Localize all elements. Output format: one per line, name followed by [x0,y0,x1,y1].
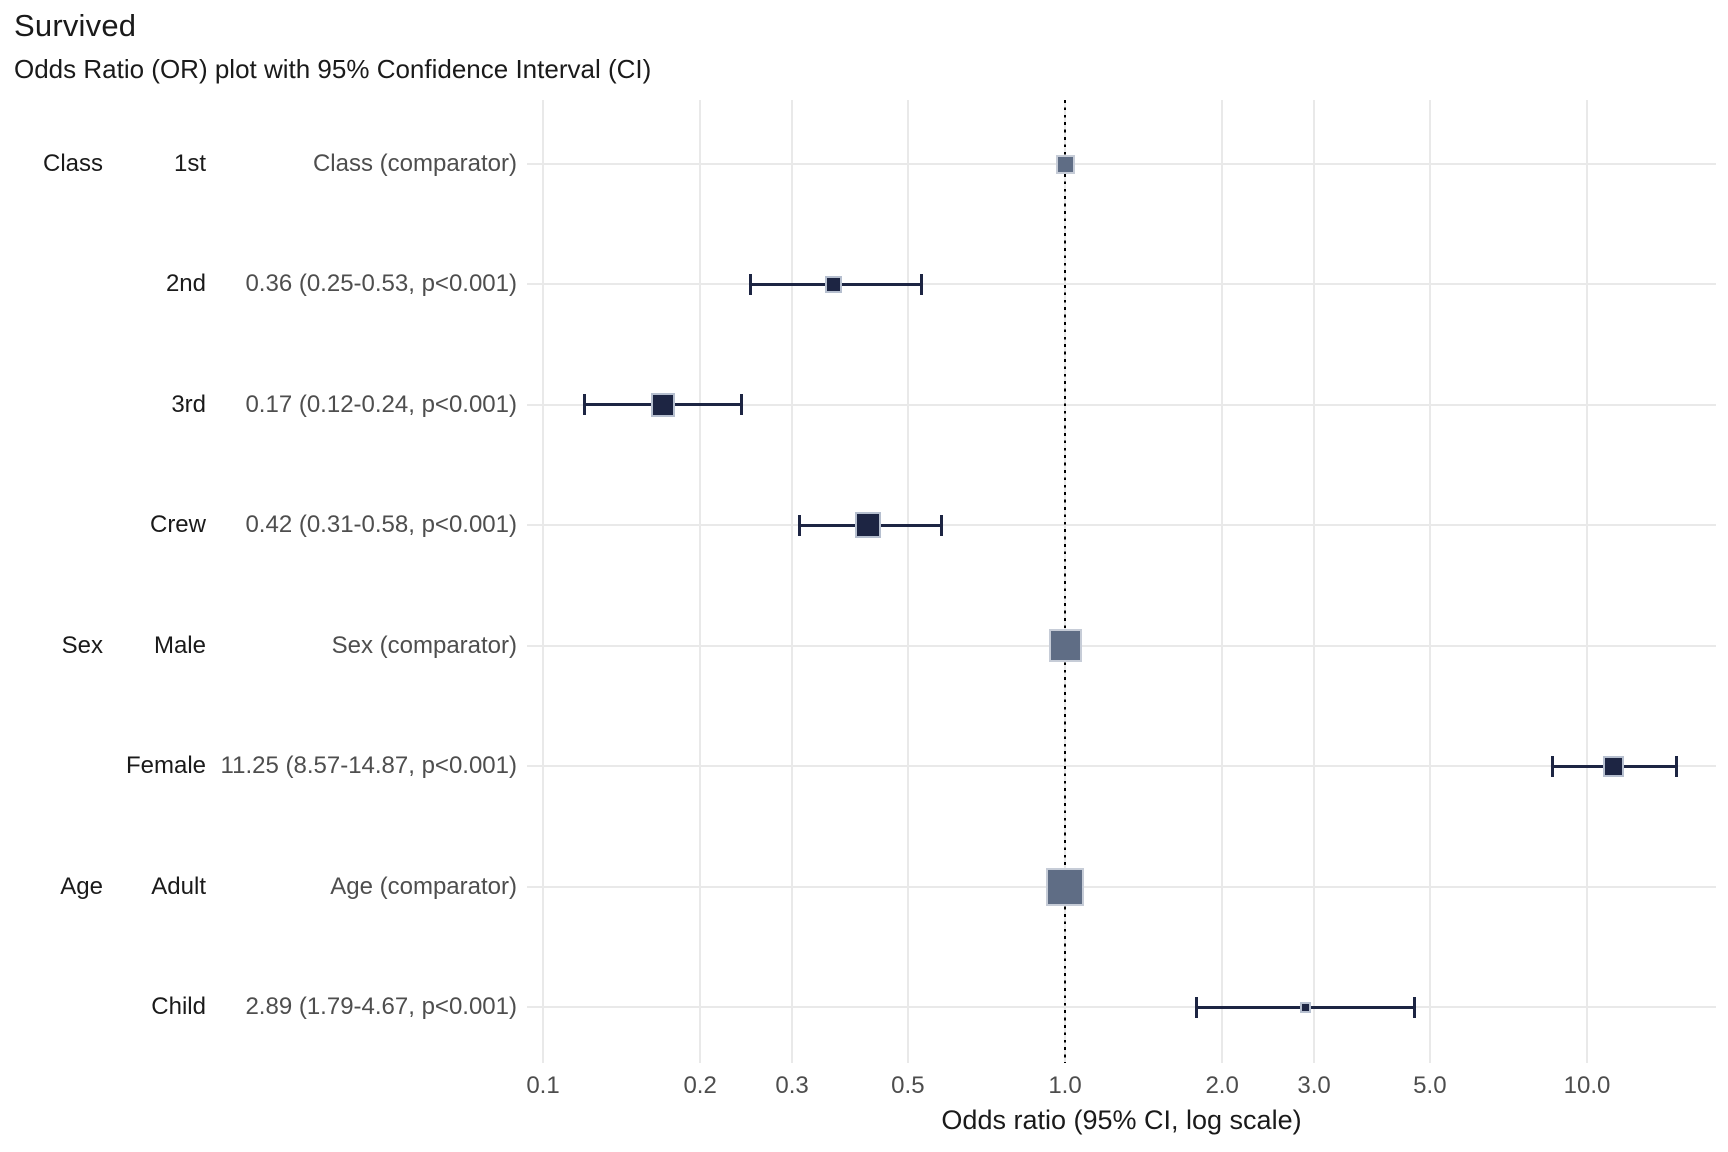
ci-cap-high [739,394,743,416]
gridline-row [527,644,1716,647]
reference-line [1063,100,1067,1063]
ci-cap-low [1550,755,1554,777]
ci-cap-high [919,273,923,295]
or-marker [824,275,842,293]
ci-cap-low [1195,996,1199,1018]
or-marker [1603,755,1625,777]
gridline-row [527,283,1716,286]
plot-title: Survived [14,8,137,43]
ci-cap-low [749,273,753,295]
row-group-label: Age [60,872,103,900]
row-level-label: Female [125,752,206,780]
or-marker [1300,1001,1312,1013]
row-level-label: Child [151,993,206,1020]
ci-cap-high [1675,755,1679,777]
or-marker [651,392,676,417]
gridline-x-0.1 [542,100,544,1063]
or-marker [855,512,882,539]
gridline-x-0.2 [699,100,702,1063]
plot-subtitle: Odds Ratio (OR) plot with 95% Confidence… [14,54,652,84]
gridline-x-3.0 [1313,100,1316,1063]
row-estimate-label: 0.17 (0.12-0.24, p<0.001) [245,390,517,418]
gridline-x-2.0 [1221,100,1224,1063]
gridline-row [527,885,1716,888]
x-axis-title: Odds ratio (95% CI, log scale) [941,1105,1302,1135]
row-estimate-label: 11.25 (8.57-14.87, p<0.001) [220,752,517,780]
row-estimate-label: Age (comparator) [330,872,517,900]
row-group-label: Class [42,150,103,177]
x-tick-label: 10.0 [1563,1072,1611,1099]
gridline-row [527,163,1716,165]
gridline-x-10.0 [1586,100,1588,1063]
ci-cap-low [582,394,586,416]
row-level-label: Adult [151,872,206,900]
gridline-x-0.3 [791,100,794,1063]
comparator-marker [1046,867,1084,906]
x-tick-label: 1.0 [1048,1072,1082,1099]
row-level-label: 3rd [171,390,206,418]
ci-cap-high [940,514,943,536]
x-tick-label: 3.0 [1297,1072,1331,1099]
row-estimate-label: Sex (comparator) [331,631,517,659]
row-level-label: 1st [173,150,206,177]
row-estimate-label: Class (comparator) [312,150,517,177]
row-estimate-label: 0.42 (0.31-0.58, p<0.001) [245,511,517,539]
gridline-row [527,403,1716,406]
row-level-label: Crew [149,511,206,539]
x-tick-label: 0.2 [683,1072,717,1099]
x-tick-label: 5.0 [1413,1072,1447,1099]
gridline-row [527,524,1716,527]
ci-cap-low [797,514,801,536]
row-level-label: Male [153,631,206,659]
gridline-row [527,765,1716,768]
comparator-marker [1048,629,1082,663]
row-level-label: 2nd [165,270,206,298]
ci-cap-high [1412,996,1416,1018]
row-estimate-label: 0.36 (0.25-0.53, p<0.001) [245,270,517,298]
x-tick-label: 2.0 [1205,1072,1239,1099]
gridline-x-5.0 [1428,100,1431,1063]
comparator-marker [1055,154,1075,174]
gridline-row [527,1006,1716,1008]
x-tick-label: 0.5 [891,1072,925,1099]
gridline-x-0.5 [906,100,909,1063]
row-group-label: Sex [61,631,103,659]
x-tick-label: 0.3 [775,1072,809,1099]
x-tick-label: 0.1 [526,1072,560,1099]
row-estimate-label: 2.89 (1.79-4.67, p<0.001) [245,993,517,1020]
